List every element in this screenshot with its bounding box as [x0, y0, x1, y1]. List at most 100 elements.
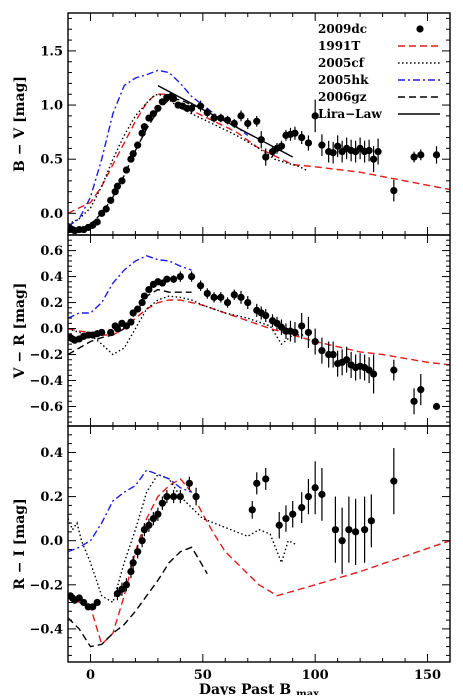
data-point [89, 603, 97, 611]
data-point [149, 515, 157, 523]
data-point [185, 479, 193, 487]
data-point [210, 293, 218, 301]
data-point [127, 567, 135, 576]
data-point [410, 153, 418, 161]
series-line-top-3 [68, 69, 249, 227]
data-point [244, 119, 252, 128]
y-axis-label: B − V [mag] [12, 76, 28, 172]
data-point [140, 526, 148, 534]
legend-label: Lira−Law [318, 107, 382, 121]
y-tick-label: −0.6 [29, 400, 63, 415]
panel-frame [67, 234, 451, 427]
data-point [102, 205, 110, 213]
legend: 2009dc 1991T 2005cf 2005hk 2006gz Lira−Law [318, 22, 440, 121]
data-point [127, 318, 135, 326]
data-point [98, 209, 106, 217]
data-point [134, 141, 142, 149]
data-point [432, 151, 441, 159]
data-point [244, 298, 252, 307]
legend-label: 1991T [318, 39, 360, 53]
data-point [140, 123, 148, 131]
data-point [138, 537, 146, 545]
data-point [390, 187, 398, 195]
data-point [196, 282, 205, 290]
data-point [203, 109, 211, 117]
series-line-bottom-3 [68, 469, 192, 553]
data-point [361, 526, 369, 534]
data-point [158, 98, 166, 106]
data-point [217, 293, 225, 301]
data-point [304, 139, 313, 147]
panel-frame [67, 425, 451, 663]
data-point [262, 475, 270, 483]
y-tick-label: −0.4 [29, 622, 63, 637]
data-point [176, 492, 184, 501]
data-point [253, 479, 261, 487]
x-axis-label: Days Past B max [199, 682, 320, 695]
legend-symbol [416, 25, 424, 33]
series-line-top-2 [68, 93, 307, 225]
data-point [170, 94, 178, 103]
y-axis-label: R − I [mag] [12, 498, 28, 589]
data-point [93, 218, 101, 226]
data-point [223, 116, 232, 124]
data-point [163, 275, 171, 283]
data-point [334, 142, 342, 150]
data-point [329, 149, 337, 157]
data-point [122, 166, 131, 174]
y-tick-label: 0.6 [40, 244, 63, 259]
data-point [298, 133, 306, 142]
data-point [370, 155, 378, 163]
data-point [311, 484, 319, 492]
data-point [145, 114, 153, 122]
data-point [248, 506, 256, 514]
series-line-bottom-4 [68, 546, 208, 648]
legend-label: 2005cf [318, 56, 365, 70]
data-point [127, 155, 135, 163]
data-point [311, 112, 319, 120]
data-point [282, 515, 290, 523]
data-point [343, 356, 351, 364]
data-point [154, 510, 162, 518]
data-point [432, 402, 441, 411]
data-point [262, 311, 270, 320]
data-point [237, 293, 245, 301]
y-axis-label: V − R [mag] [12, 283, 28, 380]
data-point [374, 148, 382, 156]
data-point [129, 150, 137, 158]
data-point [390, 366, 398, 374]
plot-area-middle [68, 255, 450, 415]
data-point [318, 141, 326, 149]
data-point [113, 590, 122, 598]
data-point [118, 177, 126, 185]
data-point [98, 328, 106, 337]
legend-label: 2005hk [318, 73, 369, 87]
data-point [230, 119, 238, 128]
x-axis-label-subscript: max [296, 689, 320, 695]
data-point [118, 585, 126, 593]
data-point [138, 129, 146, 137]
data-point [122, 581, 131, 589]
data-point [170, 492, 178, 501]
y-tick-label: −0.2 [29, 348, 63, 363]
data-point [149, 110, 157, 118]
data-point [138, 298, 146, 307]
data-point [311, 337, 319, 346]
data-point [223, 298, 232, 307]
x-tick-label: 50 [194, 668, 212, 683]
data-point [253, 117, 261, 125]
data-point [145, 285, 153, 294]
data-point [304, 492, 313, 501]
y-tick-label: −0.2 [29, 578, 63, 593]
data-point [304, 328, 313, 337]
data-point [275, 521, 283, 529]
data-point [113, 324, 122, 333]
y-tick-label: 1.5 [40, 44, 63, 59]
data-point [237, 112, 245, 120]
x-axis-label-main: Days Past B [199, 682, 296, 695]
panel-top: 0.0 0.5 1.0 1.5 B − V [mag] 2009dc 1991T 2005cf… [12, 12, 451, 236]
data-point [345, 526, 353, 534]
data-point [80, 598, 88, 607]
series-line-top-4 [68, 98, 203, 234]
